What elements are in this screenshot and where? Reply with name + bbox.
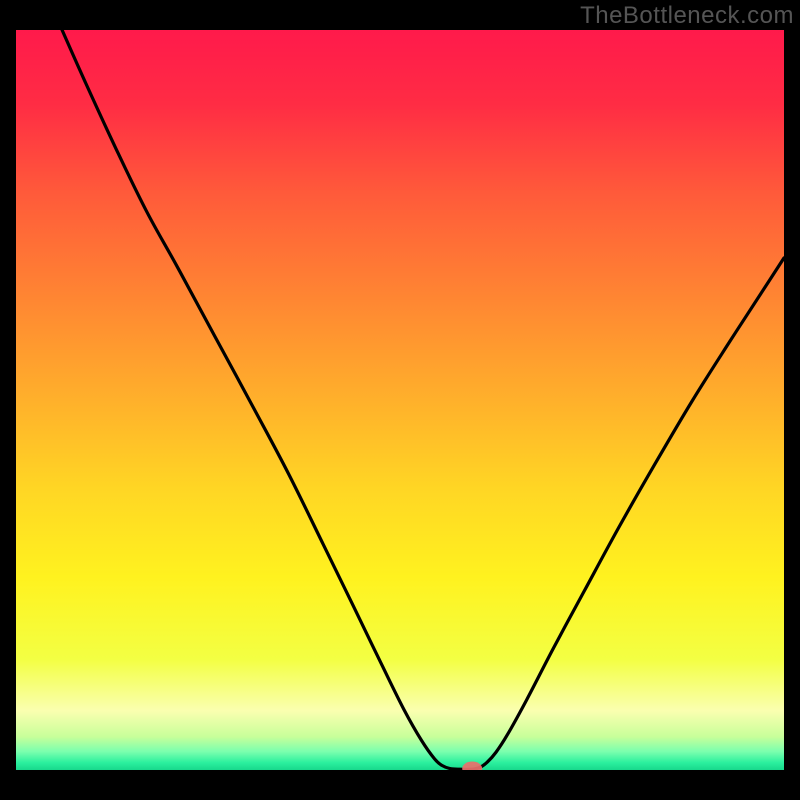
chart-container: TheBottleneck.com xyxy=(0,0,800,800)
chart-svg xyxy=(0,0,800,800)
plot-area-gradient xyxy=(16,30,784,770)
watermark-text: TheBottleneck.com xyxy=(580,2,794,30)
